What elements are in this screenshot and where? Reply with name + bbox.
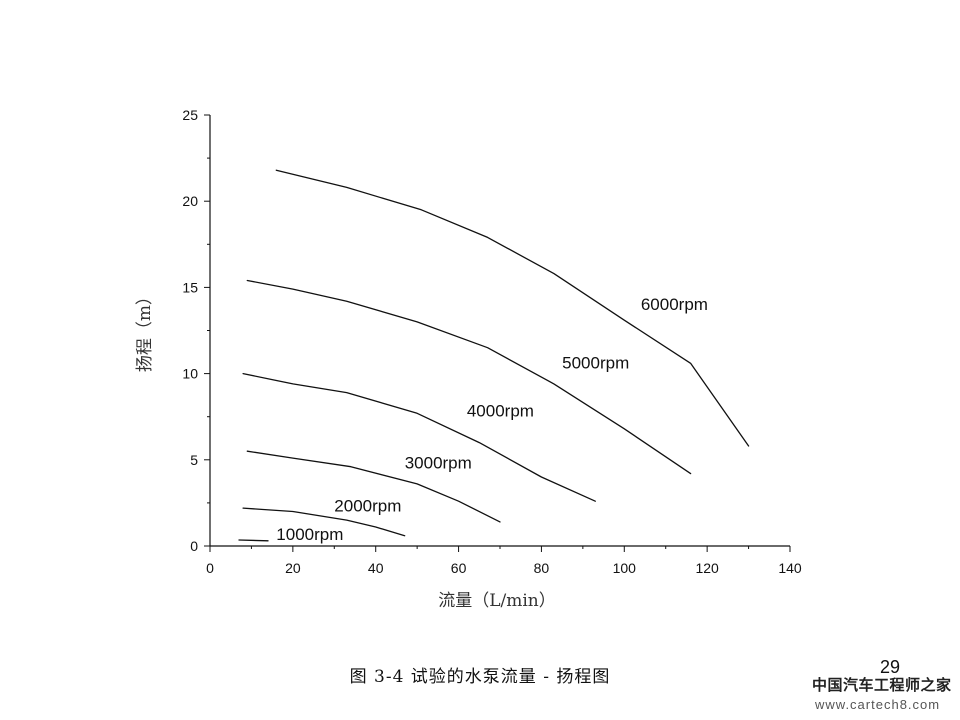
series-line-2000rpm <box>242 507 406 537</box>
curves <box>238 169 750 542</box>
x-tick-label: 40 <box>368 560 384 576</box>
curve-labels: 1000rpm 2000rpm 3000rpm 4000rpm 5000rpm 6000r… <box>276 295 708 544</box>
series-line-5000rpm <box>246 279 692 475</box>
series-line-6000rpm <box>275 169 750 447</box>
x-tick-label: 20 <box>285 560 301 576</box>
curve-label-4000rpm: 4000rpm <box>467 402 534 421</box>
y-tick-label: 5 <box>190 452 198 468</box>
x-tick-label: 120 <box>695 560 719 576</box>
watermark-title: 中国汽车工程师之家 <box>812 676 952 694</box>
page-number: 29 <box>880 657 901 677</box>
curve-label-5000rpm: 5000rpm <box>562 353 629 372</box>
x-tick-label: 100 <box>613 560 637 576</box>
x-tick-label: 0 <box>206 560 214 576</box>
y-tick-label: 25 <box>182 107 198 123</box>
y-axis-title: 扬程（m） <box>135 288 155 372</box>
figure-caption: 图 3-4 试验的水泵流量 - 扬程图 <box>349 667 611 687</box>
series-line-1000rpm <box>238 539 269 542</box>
y-tick-label: 20 <box>182 193 198 209</box>
watermark-url: www.cartech8.com <box>815 697 941 712</box>
x-tick-label: 60 <box>451 560 467 576</box>
curve-label-3000rpm: 3000rpm <box>405 453 472 472</box>
head-flow-chart: 0 20 40 60 80 100 120 140 0 5 10 15 20 25 1000rpm 2000… <box>135 107 802 611</box>
x-tick-label: 80 <box>534 560 550 576</box>
curve-label-6000rpm: 6000rpm <box>641 295 708 314</box>
x-tick-label: 140 <box>778 560 802 576</box>
series-line-4000rpm <box>242 372 596 502</box>
y-tick-label: 10 <box>182 366 198 382</box>
axes: 0 20 40 60 80 100 120 140 0 5 10 15 20 25 <box>182 107 801 576</box>
series-line-3000rpm <box>246 450 501 523</box>
curve-label-2000rpm: 2000rpm <box>334 497 401 516</box>
y-tick-label: 15 <box>182 279 198 295</box>
x-axis-title: 流量（L/min） <box>438 591 556 611</box>
curve-label-1000rpm: 1000rpm <box>276 525 343 544</box>
y-tick-label: 0 <box>190 538 198 554</box>
